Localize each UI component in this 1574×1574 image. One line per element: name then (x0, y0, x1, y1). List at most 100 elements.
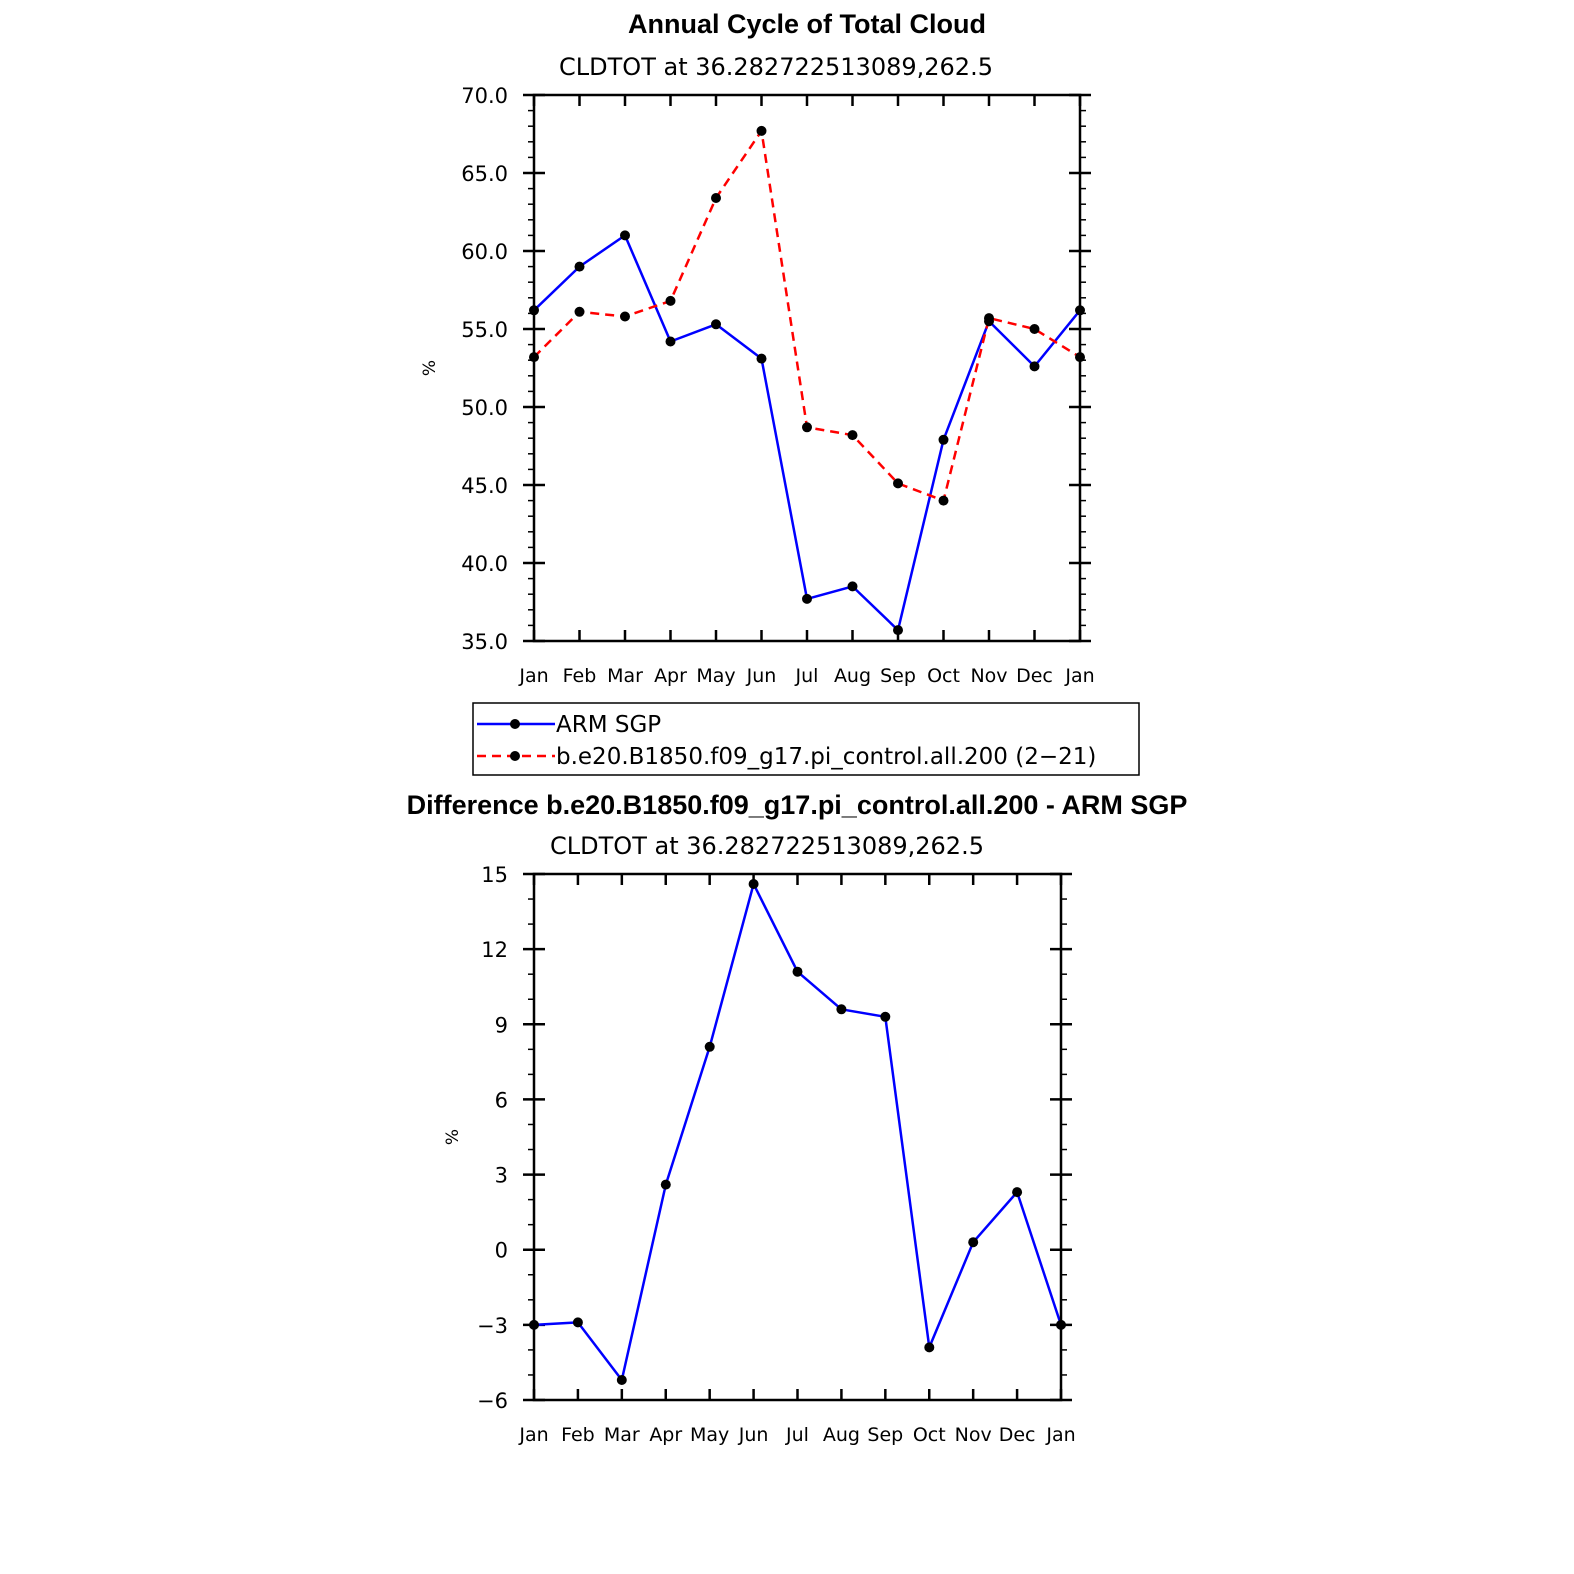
y-tick-label: 70.0 (461, 84, 508, 108)
x-tick-label: Jan (1045, 1424, 1075, 1446)
difference-ticks: Jan Feb Mar Apr May Jun Jul Aug Sep Oct Nov Dec Jan−… (477, 863, 1076, 1446)
y-tick-label: 0 (495, 1239, 508, 1263)
diff-series-0-point (924, 1342, 935, 1353)
annual-series-1-line (533, 129, 1081, 502)
x-tick-label: Apr (649, 1424, 682, 1446)
legend-item-model: b.e20.B1850.f09_g17.pi_control.all.200 (… (477, 744, 1096, 770)
y-tick-label: 9 (495, 1013, 508, 1037)
annual-series-0-point (756, 353, 767, 364)
annual-series-1-point (574, 306, 585, 317)
annual-series-1-point (984, 313, 994, 324)
legend-label-arm: ARM SGP (556, 712, 661, 738)
x-tick-label: Aug (834, 665, 871, 687)
annual-series-1-point (711, 193, 721, 203)
annual-series-0-point (620, 230, 630, 241)
diff-series-0-point (836, 1004, 847, 1015)
annual-series-1-point (802, 422, 812, 433)
y-tick-label: −3 (477, 1314, 508, 1338)
diff-series-0-point (616, 1375, 627, 1385)
x-tick-label: Sep (867, 1424, 903, 1446)
x-tick-label: Mar (607, 665, 643, 687)
difference-plot-frame (532, 872, 1063, 1402)
y-tick-label: 6 (495, 1088, 508, 1112)
x-tick-label: Oct (927, 665, 960, 687)
x-tick-label: Aug (823, 1424, 860, 1446)
legend-label-model: b.e20.B1850.f09_g17.pi_control.all.200 (… (556, 744, 1096, 770)
y-tick-label: 15 (481, 863, 508, 887)
y-tick-label: 3 (495, 1164, 508, 1188)
annual-series-0-point (893, 625, 903, 636)
annual-cycle-plot-frame (532, 93, 1082, 643)
y-tick-label: 55.0 (461, 318, 508, 342)
annual-cycle-y-label: % (420, 360, 440, 376)
x-tick-label: Jun (746, 665, 777, 687)
annual-series-0-point (802, 593, 812, 604)
difference-y-label: % (443, 1129, 463, 1145)
diff-series-0-point (1012, 1187, 1023, 1198)
annual-series-1-point (756, 125, 767, 136)
legend: ARM SGP b.e20.B1850.f09_g17.pi_control.a… (472, 702, 1140, 776)
x-tick-label: Nov (955, 1424, 992, 1446)
legend-marker-arm (510, 719, 520, 729)
y-tick-label: 60.0 (461, 240, 508, 264)
difference-data (529, 879, 1066, 1385)
x-tick-label: Jan (518, 665, 548, 687)
x-tick-label: Jul (795, 665, 819, 687)
y-tick-label: −6 (477, 1389, 508, 1413)
x-tick-label: May (690, 1424, 729, 1446)
annual-series-1-point (620, 311, 630, 322)
y-tick-label: 12 (481, 938, 508, 962)
annual-cycle-subtitle: CLDTOT at 36.282722513089,262.5 (559, 53, 993, 81)
diff-series-0-point (792, 966, 803, 977)
x-tick-label: Mar (604, 1424, 640, 1446)
annual-cycle-data (529, 125, 1085, 636)
annual-series-0-line (533, 234, 1081, 632)
difference-title: Difference b.e20.B1850.f09_g17.pi_contro… (407, 790, 1188, 820)
annual-series-0-point (847, 581, 858, 592)
y-tick-label: 50.0 (461, 396, 508, 420)
y-tick-label: 45.0 (461, 474, 508, 498)
annual-series-0-point (574, 261, 585, 272)
y-tick-label: 40.0 (461, 552, 508, 576)
x-tick-label: Sep (880, 665, 916, 687)
diff-series-0-line (533, 882, 1063, 1382)
annual-series-1-point (893, 478, 903, 489)
annual-series-0-point (665, 336, 676, 347)
legend-item-arm: ARM SGP (477, 712, 661, 738)
difference-subtitle: CLDTOT at 36.282722513089,262.5 (550, 832, 984, 860)
legend-marker-model (510, 751, 520, 761)
annual-cycle-title: Annual Cycle of Total Cloud (628, 9, 986, 39)
annual-series-1-point (938, 495, 949, 506)
y-tick-label: 35.0 (461, 630, 508, 654)
diff-series-0-point (968, 1237, 979, 1248)
x-tick-label: Feb (561, 1424, 595, 1446)
legend-box (472, 702, 1140, 776)
annual-cycle-ticks: Jan Feb Mar Apr May Jun Jul Aug Sep Oct Nov Dec Jan 3… (461, 84, 1094, 687)
x-tick-label: Feb (563, 665, 597, 687)
annual-series-1-point (665, 295, 676, 306)
annual-cycle-panel: Annual Cycle of Total Cloud CLDTOT at 36… (420, 9, 1095, 687)
diff-series-0-point (880, 1011, 891, 1022)
annual-series-1-point (1029, 324, 1040, 334)
x-tick-label: Jan (518, 1424, 548, 1446)
diff-series-0-point (704, 1041, 715, 1052)
annual-series-0-point (938, 434, 949, 445)
annual-series-0-point (711, 319, 721, 330)
x-tick-label: Oct (913, 1424, 946, 1446)
annual-series-0-point (1029, 361, 1040, 372)
diff-series-0-point (748, 879, 759, 889)
x-tick-label: Dec (999, 1424, 1036, 1446)
x-tick-label: Jul (785, 1424, 809, 1446)
x-tick-label: May (696, 665, 735, 687)
difference-panel: Difference b.e20.B1850.f09_g17.pi_contro… (407, 790, 1188, 1446)
diff-series-0-point (660, 1179, 671, 1190)
x-tick-label: Dec (1016, 665, 1053, 687)
y-tick-label: 65.0 (461, 162, 508, 186)
diff-series-0-point (572, 1317, 583, 1328)
x-tick-label: Jan (1064, 665, 1094, 687)
x-tick-label: Jun (738, 1424, 769, 1446)
x-tick-label: Nov (970, 665, 1007, 687)
annual-series-1-point (847, 430, 858, 441)
x-tick-label: Apr (654, 665, 687, 687)
